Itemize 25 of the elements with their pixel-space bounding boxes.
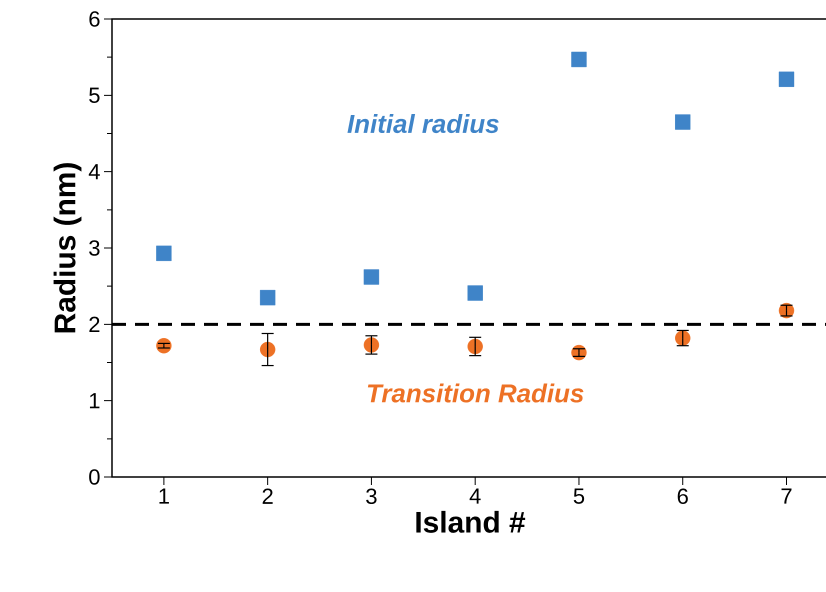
x-tick-label: 4 [470,488,481,504]
point [778,72,794,87]
y-tick-label: 3 [89,240,100,256]
x-tick-label: 2 [262,488,273,504]
point [156,246,172,262]
x-tick-label: 3 [366,488,377,504]
y-tick-label: 4 [88,164,100,180]
y-tick-label: 2 [89,316,100,332]
point [260,290,276,306]
y-tick-label: 1 [90,393,100,408]
series-label: Transition Radius [368,384,584,403]
y-tick-label: 5 [89,88,100,103]
y-tick-label: 0 [89,469,100,485]
x-tick-label: 7 [782,488,792,504]
point [467,285,483,301]
y-tick-label: 6 [89,11,100,27]
text: Initial radius [347,114,499,134]
x-tick-label: 5 [574,488,584,504]
point [571,52,587,68]
point [675,114,690,130]
x-axis-title: Island # [416,510,526,533]
x-tick-label: 1 [159,488,169,504]
point [364,269,380,285]
y-axis-title: Radius (nm) [54,163,82,332]
x-tick-label: 6 [678,488,688,504]
